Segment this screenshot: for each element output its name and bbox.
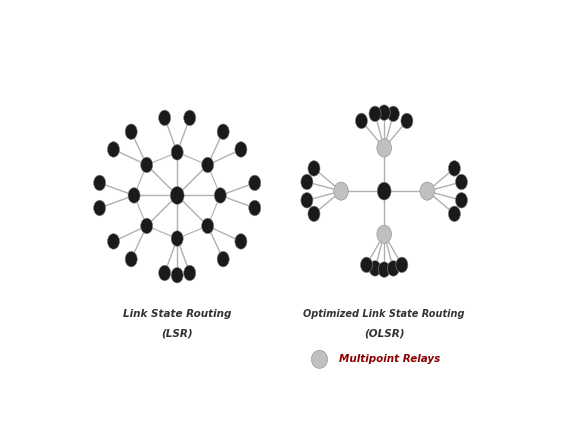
Ellipse shape bbox=[235, 141, 247, 157]
Ellipse shape bbox=[308, 161, 320, 176]
Ellipse shape bbox=[108, 141, 120, 157]
Ellipse shape bbox=[108, 233, 120, 249]
Ellipse shape bbox=[217, 251, 229, 267]
Ellipse shape bbox=[171, 231, 183, 247]
Ellipse shape bbox=[455, 193, 467, 208]
Ellipse shape bbox=[184, 110, 196, 125]
Ellipse shape bbox=[141, 218, 153, 233]
Ellipse shape bbox=[378, 262, 390, 277]
Ellipse shape bbox=[249, 200, 261, 216]
Ellipse shape bbox=[377, 139, 392, 157]
Ellipse shape bbox=[249, 175, 261, 191]
Text: Link State Routing: Link State Routing bbox=[123, 309, 231, 319]
Ellipse shape bbox=[93, 200, 105, 216]
Ellipse shape bbox=[311, 350, 328, 368]
Ellipse shape bbox=[158, 265, 170, 281]
Ellipse shape bbox=[401, 113, 413, 128]
Text: Optimized Link State Routing: Optimized Link State Routing bbox=[303, 309, 465, 319]
Text: Multipoint Relays: Multipoint Relays bbox=[339, 354, 440, 364]
Ellipse shape bbox=[125, 124, 137, 139]
Ellipse shape bbox=[235, 233, 247, 249]
Ellipse shape bbox=[308, 206, 320, 222]
Ellipse shape bbox=[171, 267, 183, 283]
Ellipse shape bbox=[369, 261, 381, 276]
Text: (LSR): (LSR) bbox=[161, 329, 193, 339]
Ellipse shape bbox=[377, 225, 392, 243]
Ellipse shape bbox=[125, 251, 137, 267]
Ellipse shape bbox=[378, 105, 390, 120]
Ellipse shape bbox=[141, 157, 153, 173]
Ellipse shape bbox=[387, 261, 400, 276]
Ellipse shape bbox=[396, 257, 408, 273]
Ellipse shape bbox=[420, 182, 435, 200]
Ellipse shape bbox=[360, 257, 373, 273]
Ellipse shape bbox=[377, 182, 391, 200]
Ellipse shape bbox=[202, 218, 214, 233]
Ellipse shape bbox=[202, 157, 214, 173]
Ellipse shape bbox=[128, 187, 140, 203]
Ellipse shape bbox=[449, 161, 461, 176]
Ellipse shape bbox=[217, 124, 229, 139]
Ellipse shape bbox=[333, 182, 348, 200]
Ellipse shape bbox=[301, 193, 313, 208]
Ellipse shape bbox=[214, 187, 226, 203]
Ellipse shape bbox=[455, 174, 467, 190]
Ellipse shape bbox=[170, 187, 184, 204]
Text: (OLSR): (OLSR) bbox=[364, 329, 405, 339]
Ellipse shape bbox=[158, 110, 170, 125]
Ellipse shape bbox=[387, 106, 400, 122]
Ellipse shape bbox=[184, 265, 196, 281]
Ellipse shape bbox=[449, 206, 461, 222]
Ellipse shape bbox=[93, 175, 105, 191]
Ellipse shape bbox=[356, 113, 368, 128]
Ellipse shape bbox=[301, 174, 313, 190]
Ellipse shape bbox=[369, 106, 381, 122]
Ellipse shape bbox=[171, 145, 183, 160]
